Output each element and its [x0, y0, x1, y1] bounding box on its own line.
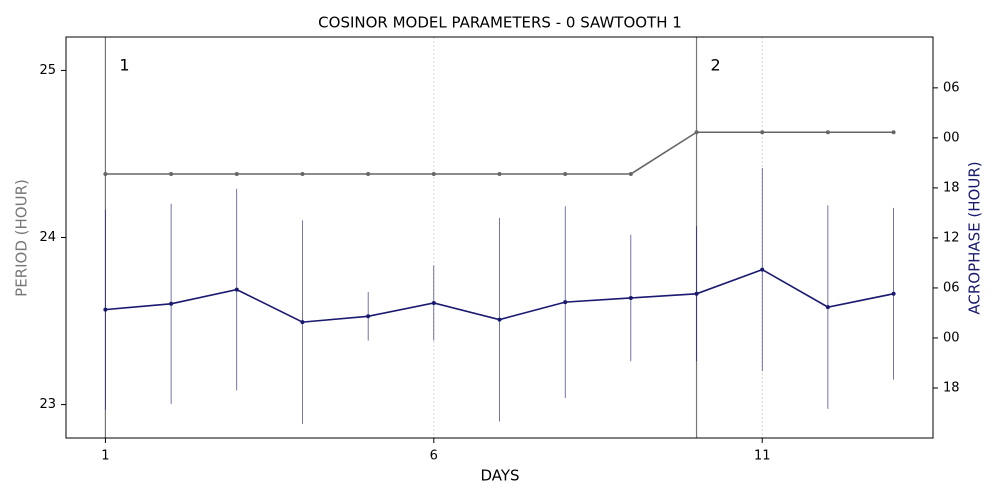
point — [234, 172, 239, 177]
point — [825, 130, 830, 135]
point — [891, 130, 896, 135]
point — [169, 172, 174, 177]
y2-tick-label: 00 — [943, 330, 960, 345]
point — [628, 172, 633, 177]
y2-tick-label: 18 — [943, 180, 960, 195]
x-tick-label: 6 — [430, 449, 438, 464]
x-tick-label: 11 — [754, 449, 771, 464]
y2-tick-label: 06 — [943, 80, 960, 95]
point — [169, 301, 174, 306]
point — [431, 300, 436, 305]
y-axis-label: PERIOD (HOUR) — [13, 179, 31, 297]
point — [366, 172, 371, 177]
chart-title: COSINOR MODEL PARAMETERS - 0 SAWTOOTH 1 — [318, 14, 682, 32]
point — [103, 307, 108, 312]
point — [628, 295, 633, 300]
y2-axis-label: ACROPHASE (HOUR) — [966, 161, 984, 314]
point — [825, 305, 830, 310]
point — [497, 172, 502, 177]
plot-frame — [65, 36, 934, 439]
annotation-label: 1 — [119, 56, 129, 75]
y2-tick-label: 12 — [943, 230, 960, 245]
x-axis-label: DAYS — [480, 467, 519, 485]
point — [694, 291, 699, 296]
y2-tick-label: 00 — [943, 130, 960, 145]
point — [760, 130, 765, 135]
point — [694, 130, 699, 135]
point — [563, 300, 568, 305]
x-tick-label: 1 — [101, 449, 109, 464]
point — [891, 291, 896, 296]
series-line — [105, 131, 894, 175]
point — [300, 172, 305, 177]
point — [366, 314, 371, 319]
y2-tick-label: 18 — [943, 380, 960, 395]
y2-tick-label: 06 — [943, 280, 960, 295]
point — [300, 320, 305, 325]
point — [497, 317, 502, 322]
point — [234, 287, 239, 292]
point — [760, 267, 765, 272]
point — [431, 172, 436, 177]
y-tick-label: 24 — [39, 230, 56, 245]
y-tick-label: 25 — [39, 63, 56, 78]
point — [563, 172, 568, 177]
y-tick-label: 23 — [39, 397, 56, 412]
annotation-label: 2 — [711, 56, 721, 75]
point — [103, 172, 108, 177]
